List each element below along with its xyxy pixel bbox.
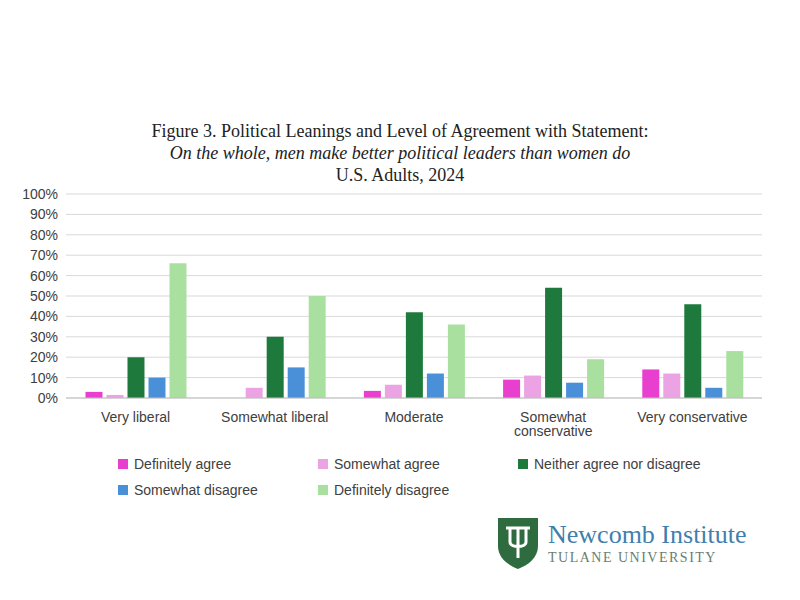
html-text:Neither agree nor disagree: Neither agree nor disagree bbox=[534, 456, 701, 472]
html-text:Somewhat disagree: Somewhat disagree bbox=[134, 482, 258, 498]
svg-text:70%: 70% bbox=[30, 247, 58, 263]
svg-text:40%: 40% bbox=[30, 308, 58, 324]
svg-text:80%: 80% bbox=[30, 227, 58, 243]
html-text:U.S. Adults, 2024: U.S. Adults, 2024 bbox=[335, 165, 465, 185]
svg-text:Very liberal: Very liberal bbox=[101, 409, 170, 425]
svg-text:20%: 20% bbox=[30, 349, 58, 365]
html-text:Newcomb Institute: Newcomb Institute bbox=[548, 520, 747, 549]
html-text:Definitely disagree: Definitely disagree bbox=[334, 482, 450, 498]
svg-text:100%: 100% bbox=[22, 186, 58, 202]
svg-text:Somewhat liberal: Somewhat liberal bbox=[221, 409, 328, 425]
html-text:Definitely agree: Definitely agree bbox=[134, 456, 232, 472]
svg-text:90%: 90% bbox=[30, 206, 58, 222]
svg-text:30%: 30% bbox=[30, 329, 58, 345]
html-text:On the whole, men make better: On the whole, men make better political … bbox=[169, 143, 631, 163]
svg-text:Very conservative: Very conservative bbox=[637, 409, 748, 425]
svg-text:0%: 0% bbox=[38, 390, 58, 406]
svg-text:60%: 60% bbox=[30, 268, 58, 284]
svg-text:Moderate: Moderate bbox=[384, 409, 443, 425]
html-text:Somewhat agree: Somewhat agree bbox=[334, 456, 440, 472]
html-text:TULANE UNIVERSITY: TULANE UNIVERSITY bbox=[548, 550, 717, 565]
html-text:Figure 3. Political Leanings a: Figure 3. Political Leanings and Level o… bbox=[151, 121, 649, 141]
svg-text:50%: 50% bbox=[30, 288, 58, 304]
svg-text:10%: 10% bbox=[30, 370, 58, 386]
svg-text:Somewhatconservative: Somewhatconservative bbox=[514, 409, 593, 439]
